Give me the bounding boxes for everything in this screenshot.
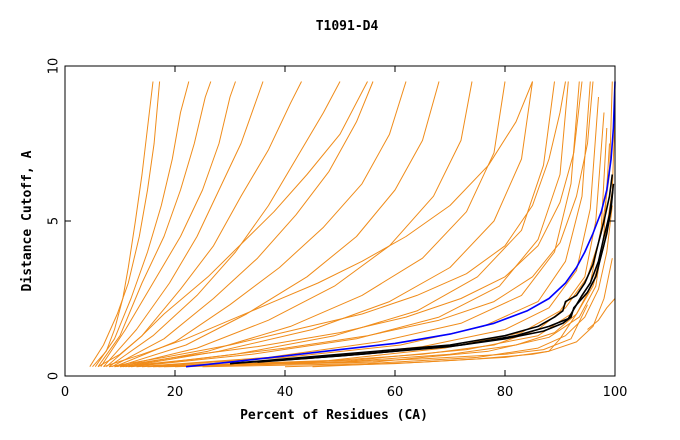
series-line-orange-23 xyxy=(97,81,368,368)
series-layer xyxy=(89,81,616,368)
series-line-orange-28 xyxy=(174,81,613,368)
x-tick-label-40: 40 xyxy=(277,385,294,400)
series-line-orange-2 xyxy=(94,81,190,367)
series-line-orange-22 xyxy=(92,81,154,368)
series-line-orange-13 xyxy=(125,81,533,368)
series-line-orange-8 xyxy=(111,81,374,368)
series-line-orange-4 xyxy=(100,81,236,367)
series-line-orange-1 xyxy=(89,81,161,367)
series-line-orange-25 xyxy=(108,81,566,368)
series-line-orange-20 xyxy=(158,127,608,368)
series-line-orange-19 xyxy=(152,112,605,368)
ticks-layer: 0 20 40 60 80 100 0 5 10 xyxy=(47,58,628,400)
series-line-black-36 xyxy=(229,174,614,365)
x-axis-label: Percent of Residues (CA) xyxy=(240,408,428,423)
series-line-orange-24 xyxy=(103,81,533,368)
chart-title: T1091-D4 xyxy=(316,19,379,34)
series-line-orange-3 xyxy=(97,81,212,367)
series-line-orange-27 xyxy=(119,81,594,368)
series-line-orange-9 xyxy=(114,81,407,368)
x-tick-label-60: 60 xyxy=(387,385,404,400)
x-tick-label-80: 80 xyxy=(497,385,514,400)
series-line-blue-35 xyxy=(185,81,616,368)
y-axis-label: Distance Cutoff, A xyxy=(20,150,35,291)
series-line-orange-30 xyxy=(202,205,613,368)
series-line-orange-10 xyxy=(117,81,440,368)
y-tick-label-5: 5 xyxy=(47,217,62,225)
series-line-orange-5 xyxy=(103,81,264,368)
series-line-orange-34 xyxy=(587,298,616,330)
x-tick-label-20: 20 xyxy=(167,385,184,400)
series-line-orange-16 xyxy=(136,81,580,368)
series-line-orange-17 xyxy=(141,81,591,368)
x-tick-label-100: 100 xyxy=(603,385,628,400)
y-tick-label-10: 10 xyxy=(47,58,62,75)
series-line-black-38 xyxy=(257,189,614,363)
series-line-orange-33 xyxy=(312,258,613,368)
series-line-orange-15 xyxy=(130,81,569,368)
series-line-orange-26 xyxy=(114,81,583,368)
y-tick-label-0: 0 xyxy=(47,372,62,380)
series-line-orange-7 xyxy=(108,81,341,368)
series-line-orange-11 xyxy=(119,81,473,368)
series-line-orange-6 xyxy=(105,81,302,368)
x-tick-label-0: 0 xyxy=(61,385,69,400)
series-line-orange-14 xyxy=(128,81,555,368)
series-line-orange-32 xyxy=(229,304,588,366)
series-line-orange-12 xyxy=(122,81,506,368)
